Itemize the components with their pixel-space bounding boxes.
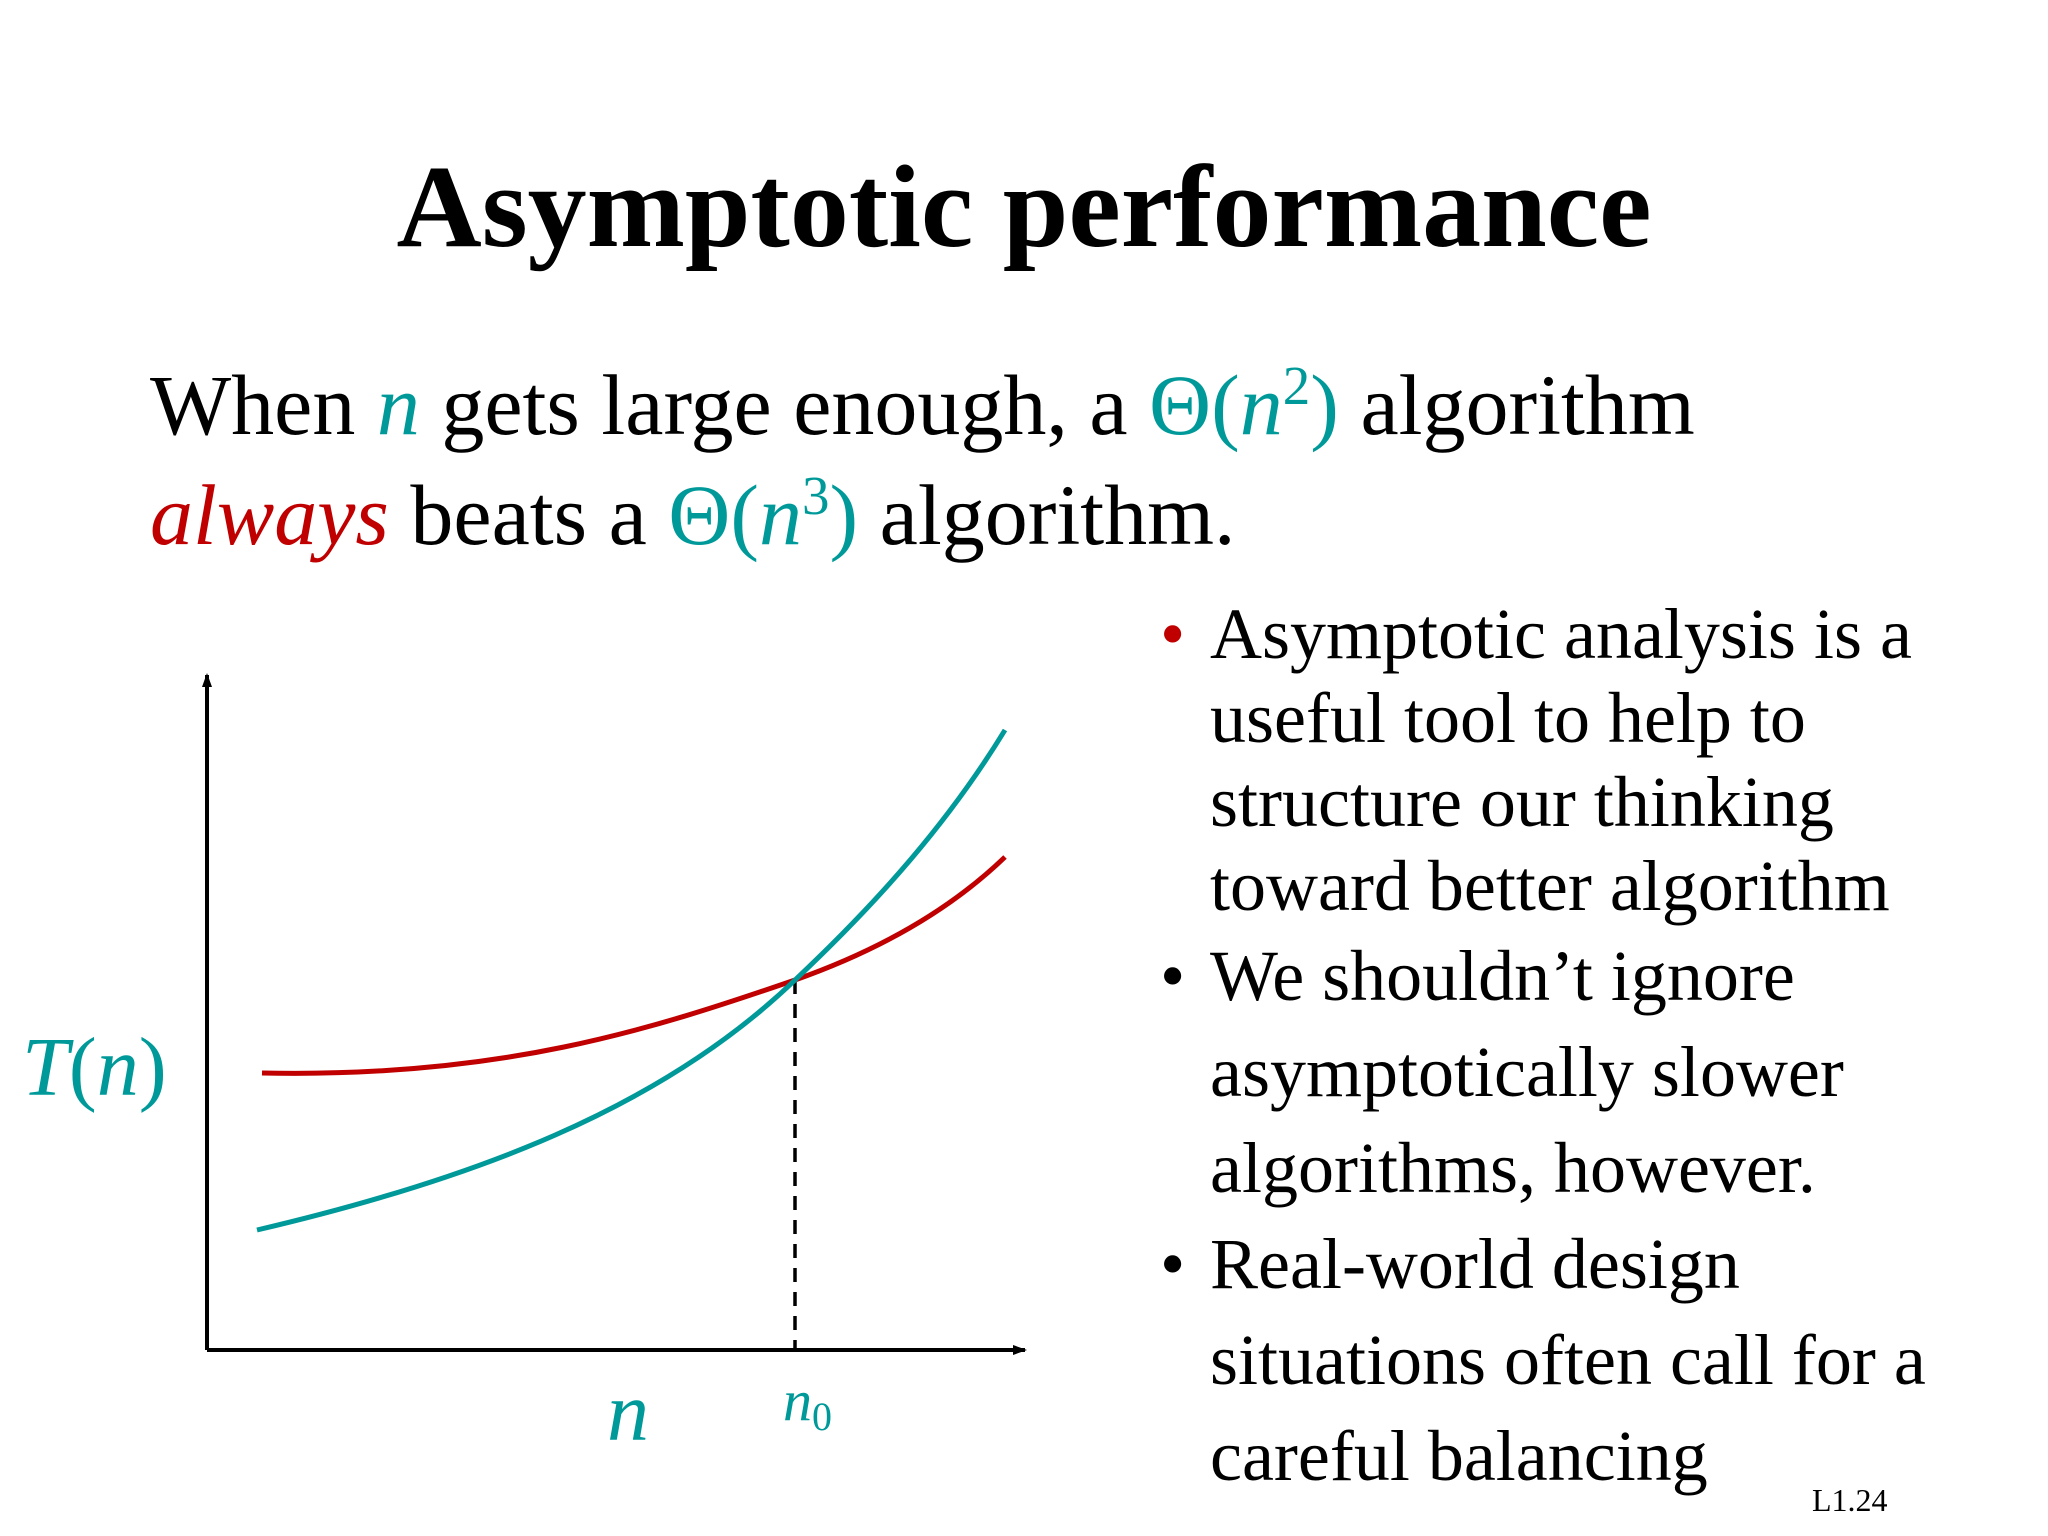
bullet-list: • Asymptotic analysis is a useful tool t… <box>1140 592 2020 1504</box>
theta-n-squared: Θ(n2) <box>1149 357 1339 453</box>
always-emphasis: always <box>150 467 389 563</box>
bullet-text-2: We shouldn’t ignore asymptotically slowe… <box>1210 936 1844 1208</box>
y-axis-label-paren: ( <box>69 1021 97 1114</box>
series-line-teal <box>256 728 1008 1233</box>
intro-text: gets large enough, a <box>419 357 1150 453</box>
intro-statement: When n gets large enough, a Θ(n2) algori… <box>150 350 1950 570</box>
paren: ) <box>1310 357 1339 453</box>
bullet-item-3: • Real-world design situations often cal… <box>1140 1216 2020 1504</box>
growth-chart: T(n) n n0 <box>22 673 1027 1459</box>
series-line-red <box>261 855 1007 1076</box>
bullet-marker: • <box>1160 936 1186 1016</box>
theta-symbol: Θ( <box>668 467 760 563</box>
crossover-label-sub: 0 <box>812 1394 832 1439</box>
theta-symbol: Θ( <box>1149 357 1240 453</box>
y-axis-label-T: T <box>22 1021 74 1114</box>
crossover-label: n0 <box>783 1368 832 1439</box>
intro-text: algorithm. <box>858 467 1236 563</box>
theta-variable: n <box>1239 357 1283 453</box>
intro-variable-n: n <box>376 357 420 453</box>
y-axis-label-paren: ) <box>139 1021 167 1114</box>
exponent: 2 <box>1282 355 1311 416</box>
x-axis-label: n <box>607 1366 649 1459</box>
intro-text: beats a <box>388 467 669 563</box>
slide-title: Asymptotic performance <box>396 141 1652 272</box>
intro-text: When <box>150 357 377 453</box>
intro-text: algorithm <box>1338 357 1695 453</box>
theta-variable: n <box>759 467 803 563</box>
bullet-item-1: • Asymptotic analysis is a useful tool t… <box>1140 592 2020 928</box>
theta-n-cubed: Θ(n3) <box>668 467 858 563</box>
crossover-label-base: n <box>783 1368 812 1433</box>
exponent: 3 <box>802 465 830 526</box>
bullet-marker: • <box>1160 594 1186 674</box>
bullet-text-1: Asymptotic analysis is a useful tool to … <box>1210 594 1912 926</box>
bullet-item-2: • We shouldn’t ignore asymptotically slo… <box>1140 928 2020 1216</box>
y-axis-label: T(n) <box>22 1021 167 1114</box>
slide-number: L1.24 <box>1812 1482 1888 1518</box>
paren: ) <box>829 467 859 563</box>
bullet-marker: • <box>1160 1224 1186 1304</box>
bullet-text-3: Real-world design situations often call … <box>1210 1224 1926 1496</box>
y-axis-label-n: n <box>97 1021 139 1114</box>
